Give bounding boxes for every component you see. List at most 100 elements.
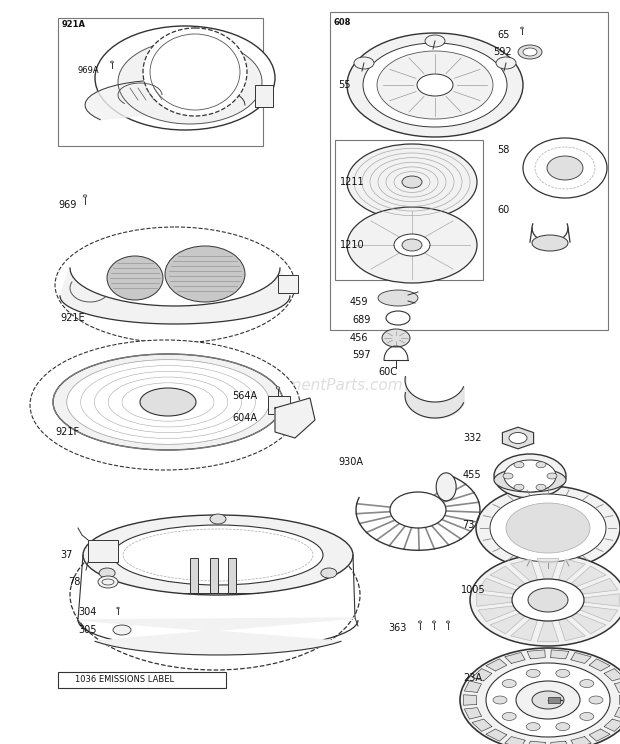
Text: 921A: 921A <box>62 19 86 28</box>
Text: 604A: 604A <box>232 413 257 423</box>
Ellipse shape <box>514 462 524 468</box>
Polygon shape <box>538 559 559 590</box>
Ellipse shape <box>493 696 507 704</box>
Text: 1211: 1211 <box>340 177 365 187</box>
Ellipse shape <box>276 387 280 389</box>
Bar <box>330 12 608 330</box>
Polygon shape <box>478 578 531 596</box>
Polygon shape <box>464 708 481 719</box>
Ellipse shape <box>536 462 546 468</box>
Text: 73: 73 <box>462 520 474 530</box>
Ellipse shape <box>377 51 493 119</box>
Polygon shape <box>565 604 618 622</box>
Ellipse shape <box>83 515 353 595</box>
Ellipse shape <box>347 33 523 137</box>
Polygon shape <box>589 729 610 741</box>
Text: 689: 689 <box>352 315 370 325</box>
Ellipse shape <box>394 234 430 256</box>
Bar <box>210 558 218 593</box>
Ellipse shape <box>67 360 269 444</box>
Polygon shape <box>502 427 534 449</box>
Text: 597: 597 <box>352 350 371 360</box>
Text: 58: 58 <box>497 145 510 155</box>
Ellipse shape <box>556 722 570 731</box>
Polygon shape <box>527 741 545 744</box>
Ellipse shape <box>378 290 418 306</box>
Ellipse shape <box>460 648 620 744</box>
Ellipse shape <box>113 625 131 635</box>
Ellipse shape <box>514 484 524 490</box>
Ellipse shape <box>589 696 603 704</box>
Polygon shape <box>538 610 559 641</box>
Text: 363: 363 <box>388 623 406 633</box>
Ellipse shape <box>30 340 300 470</box>
Ellipse shape <box>110 61 113 63</box>
Polygon shape <box>565 578 618 596</box>
Polygon shape <box>604 669 620 681</box>
Polygon shape <box>566 594 619 606</box>
Ellipse shape <box>165 246 245 302</box>
Ellipse shape <box>580 679 594 687</box>
Text: 564A: 564A <box>232 391 257 401</box>
Polygon shape <box>505 652 525 664</box>
Ellipse shape <box>363 43 507 127</box>
Polygon shape <box>560 566 606 593</box>
Polygon shape <box>472 719 492 731</box>
Text: 592: 592 <box>493 47 512 57</box>
Text: 930A: 930A <box>338 457 363 467</box>
Ellipse shape <box>382 329 410 347</box>
Text: 921F: 921F <box>55 427 79 437</box>
Ellipse shape <box>496 57 516 69</box>
Ellipse shape <box>526 670 540 677</box>
Text: 1005: 1005 <box>461 585 485 595</box>
Bar <box>268 396 290 414</box>
Ellipse shape <box>547 473 557 479</box>
Polygon shape <box>511 559 541 591</box>
Polygon shape <box>551 650 569 659</box>
Ellipse shape <box>347 207 477 283</box>
Ellipse shape <box>210 514 226 524</box>
Ellipse shape <box>94 371 242 433</box>
Ellipse shape <box>476 486 620 570</box>
Polygon shape <box>85 80 245 120</box>
Polygon shape <box>486 729 507 741</box>
Ellipse shape <box>108 377 228 427</box>
Bar <box>58 672 226 688</box>
Polygon shape <box>560 607 606 634</box>
Text: 459: 459 <box>350 297 368 307</box>
Ellipse shape <box>140 388 196 416</box>
Ellipse shape <box>503 473 513 479</box>
Ellipse shape <box>528 588 568 612</box>
Text: 60: 60 <box>497 205 509 215</box>
Ellipse shape <box>143 28 247 116</box>
Ellipse shape <box>417 74 453 96</box>
Text: 969: 969 <box>58 200 76 210</box>
Ellipse shape <box>536 484 546 490</box>
Text: 921E: 921E <box>60 313 84 323</box>
Ellipse shape <box>418 621 422 623</box>
Polygon shape <box>464 681 481 693</box>
Text: 37: 37 <box>60 550 73 560</box>
Ellipse shape <box>556 670 570 677</box>
Ellipse shape <box>486 663 610 737</box>
Ellipse shape <box>516 681 580 719</box>
Polygon shape <box>589 659 610 671</box>
Ellipse shape <box>321 568 337 578</box>
Polygon shape <box>478 604 531 622</box>
Ellipse shape <box>81 365 255 438</box>
Polygon shape <box>571 652 591 664</box>
Text: 305: 305 <box>78 625 97 635</box>
Polygon shape <box>551 741 569 744</box>
Ellipse shape <box>347 144 477 220</box>
Ellipse shape <box>113 525 323 585</box>
Ellipse shape <box>521 27 523 29</box>
Ellipse shape <box>523 138 607 198</box>
Text: 65: 65 <box>497 30 510 40</box>
Polygon shape <box>60 268 290 324</box>
Text: 55: 55 <box>338 80 350 90</box>
Ellipse shape <box>122 383 214 421</box>
Ellipse shape <box>494 454 566 498</box>
Polygon shape <box>614 708 620 719</box>
Ellipse shape <box>523 48 537 56</box>
Bar <box>255 85 273 107</box>
